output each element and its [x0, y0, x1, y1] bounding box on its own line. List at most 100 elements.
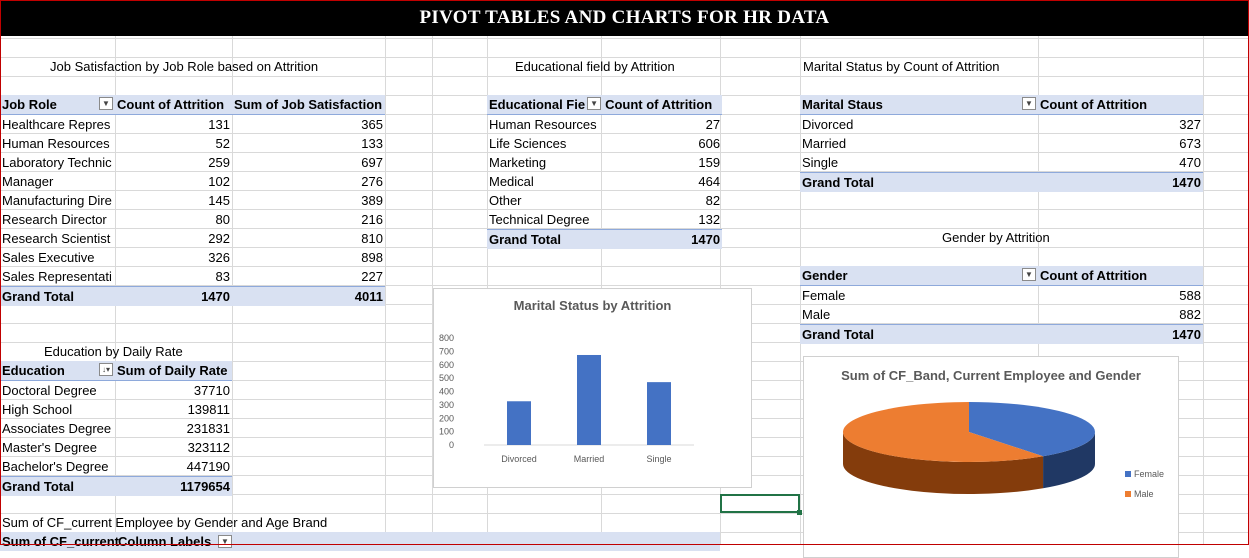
table-row[interactable]: Medical 464: [487, 172, 722, 191]
y-tick-label: 0: [449, 440, 454, 450]
table-row[interactable]: Human Resources 52 133: [0, 134, 385, 153]
row-label-cell: Associates Degree: [2, 421, 112, 436]
y-tick-label: 400: [439, 387, 454, 397]
value-cell: 132: [698, 212, 721, 227]
job-role-filter-dropdown[interactable]: ▼: [99, 97, 113, 110]
education-header: Education: [2, 363, 65, 378]
marital-status-title: Marital Status by Count of Attrition: [803, 59, 1000, 74]
gender-filter-dropdown[interactable]: ▼: [1022, 268, 1036, 281]
y-tick-label: 800: [439, 333, 454, 343]
table-row[interactable]: Doctoral Degree 37710: [0, 381, 232, 401]
marital-status-bar-chart[interactable]: Marital Status by Attrition 800 700 600 500…: [433, 288, 752, 488]
table-row[interactable]: Male 882: [800, 305, 1203, 325]
row-label-cell: Research Scientist: [2, 231, 111, 246]
table-row[interactable]: Single 470: [800, 153, 1203, 173]
value-cell: 82: [705, 193, 721, 208]
grand-total-label: Grand Total: [800, 324, 1038, 344]
sum-daily-rate-header: Sum of Daily Rate: [115, 361, 232, 381]
row-label-cell: Other: [489, 193, 522, 208]
table-row[interactable]: Human Resources 27: [487, 115, 722, 135]
pie-side-male: [843, 432, 1044, 494]
table-row[interactable]: Manufacturing Dire 145 389: [0, 191, 385, 210]
value-cell: 133: [361, 136, 383, 151]
count-attrition-header: Count of Attrition: [603, 95, 723, 115]
row-label-cell: Male: [802, 307, 831, 322]
value-cell: 83: [215, 269, 230, 284]
row-label-cell: Human Resources: [489, 117, 597, 132]
value-cell: 259: [208, 155, 230, 170]
grand-total-count: 1470: [1038, 324, 1203, 344]
pie-slice-female: [969, 402, 1095, 457]
value-cell: 231831: [186, 421, 230, 436]
bar-chart-plot: 800 700 600 500 400 300 200 100 0 Divorced Married…: [439, 333, 694, 464]
table-row[interactable]: Technical Degree 132: [487, 210, 722, 230]
row-label-cell: Manufacturing Dire: [2, 193, 112, 208]
pie-slice-male: [843, 402, 1044, 462]
table-row[interactable]: High School 139811: [0, 400, 232, 419]
count-attrition-header: Count of Attrition: [1038, 266, 1203, 286]
grand-total-label: Grand Total: [487, 229, 604, 249]
value-cell: 27: [705, 117, 721, 132]
x-tick-label: Married: [574, 454, 605, 464]
marital-status-pivot-table[interactable]: Marital Staus ▼ Count of Attrition Divorc…: [800, 95, 1203, 192]
pie-side-female: [1043, 432, 1095, 489]
table-row[interactable]: Marketing 159: [487, 153, 722, 172]
table-row[interactable]: Healthcare Repres 131 365: [0, 115, 385, 135]
table-row[interactable]: Other 82: [487, 191, 722, 210]
table-row[interactable]: Bachelor's Degree 447190: [0, 457, 232, 477]
education-daily-rate-pivot-table[interactable]: Education ↓▾ Sum of Daily Rate Doctoral D…: [0, 361, 232, 496]
value-cell: 327: [1179, 117, 1201, 132]
row-label-cell: Medical: [489, 174, 534, 189]
selected-cell[interactable]: [720, 494, 802, 515]
legend-swatch-male: [1125, 491, 1131, 497]
pie-chart-plot: Female Male: [843, 402, 1164, 499]
table-row[interactable]: Married 673: [800, 134, 1203, 153]
table-row[interactable]: Sales Executive 326 898: [0, 248, 385, 267]
value-cell: 292: [208, 231, 230, 246]
grand-total-label: Grand Total: [0, 286, 115, 306]
job-satisfaction-title: Job Satisfaction by Job Role based on At…: [50, 59, 319, 74]
value-cell: 52: [215, 136, 230, 151]
table-row[interactable]: Life Sciences 606: [487, 134, 722, 153]
marital-status-filter-dropdown[interactable]: ▼: [1022, 97, 1036, 110]
cf-current-header-label: Sum of CF_current: [2, 534, 120, 549]
value-cell: 464: [698, 174, 721, 189]
y-tick-label: 700: [439, 346, 454, 356]
job-satisfaction-pivot-table[interactable]: Job Role ▼ Count of Attrition Sum of Job …: [0, 95, 385, 306]
value-cell: 323112: [187, 440, 230, 455]
marital-status-header: Marital Staus: [802, 97, 883, 112]
row-label-cell: Laboratory Technic: [2, 155, 112, 170]
table-row[interactable]: Sales Representati 83 227: [0, 267, 385, 287]
row-label-cell: Healthcare Repres: [2, 117, 111, 132]
gender-header: Gender: [802, 268, 848, 283]
count-attrition-header: Count of Attrition: [115, 95, 232, 115]
table-row[interactable]: Research Director 80 216: [0, 210, 385, 229]
cf-band-pie-chart[interactable]: Sum of CF_Band, Current Employee and Gen…: [803, 356, 1179, 558]
educational-field-pivot-table[interactable]: Educational Fie ▼ Count of Attrition Huma…: [487, 95, 723, 249]
gender-pivot-table[interactable]: Gender ▼ Count of Attrition Female 588 Male…: [800, 266, 1203, 344]
table-row[interactable]: Associates Degree 231831: [0, 419, 232, 438]
y-tick-label: 600: [439, 360, 454, 370]
table-row[interactable]: Manager 102 276: [0, 172, 385, 191]
bar-chart-title: Marital Status by Attrition: [513, 298, 672, 313]
table-row[interactable]: Master's Degree 323112: [0, 438, 232, 457]
educational-field-filter-dropdown[interactable]: ▼: [587, 97, 602, 110]
value-cell: 139811: [187, 402, 230, 417]
value-cell: 216: [361, 212, 383, 227]
legend-label-male: Male: [1134, 489, 1154, 499]
table-row[interactable]: Research Scientist 292 810: [0, 229, 385, 248]
grand-total-count: 1470: [115, 286, 232, 306]
table-row[interactable]: Female 588: [800, 286, 1203, 306]
grand-total-daily-rate: 1179654: [115, 476, 232, 496]
row-label-cell: Marketing: [489, 155, 547, 170]
value-cell: 227: [361, 269, 383, 284]
value-cell: 898: [361, 250, 383, 265]
education-sort-dropdown[interactable]: ↓▾: [99, 363, 113, 376]
table-row[interactable]: Divorced 327: [800, 115, 1203, 135]
table-row[interactable]: Laboratory Technic 259 697: [0, 153, 385, 172]
grand-total-label: Grand Total: [0, 476, 115, 496]
value-cell: 447190: [186, 459, 230, 474]
value-cell: 673: [1179, 136, 1201, 151]
column-labels-filter-dropdown[interactable]: ▼: [218, 535, 232, 548]
x-tick-label: Single: [646, 454, 671, 464]
